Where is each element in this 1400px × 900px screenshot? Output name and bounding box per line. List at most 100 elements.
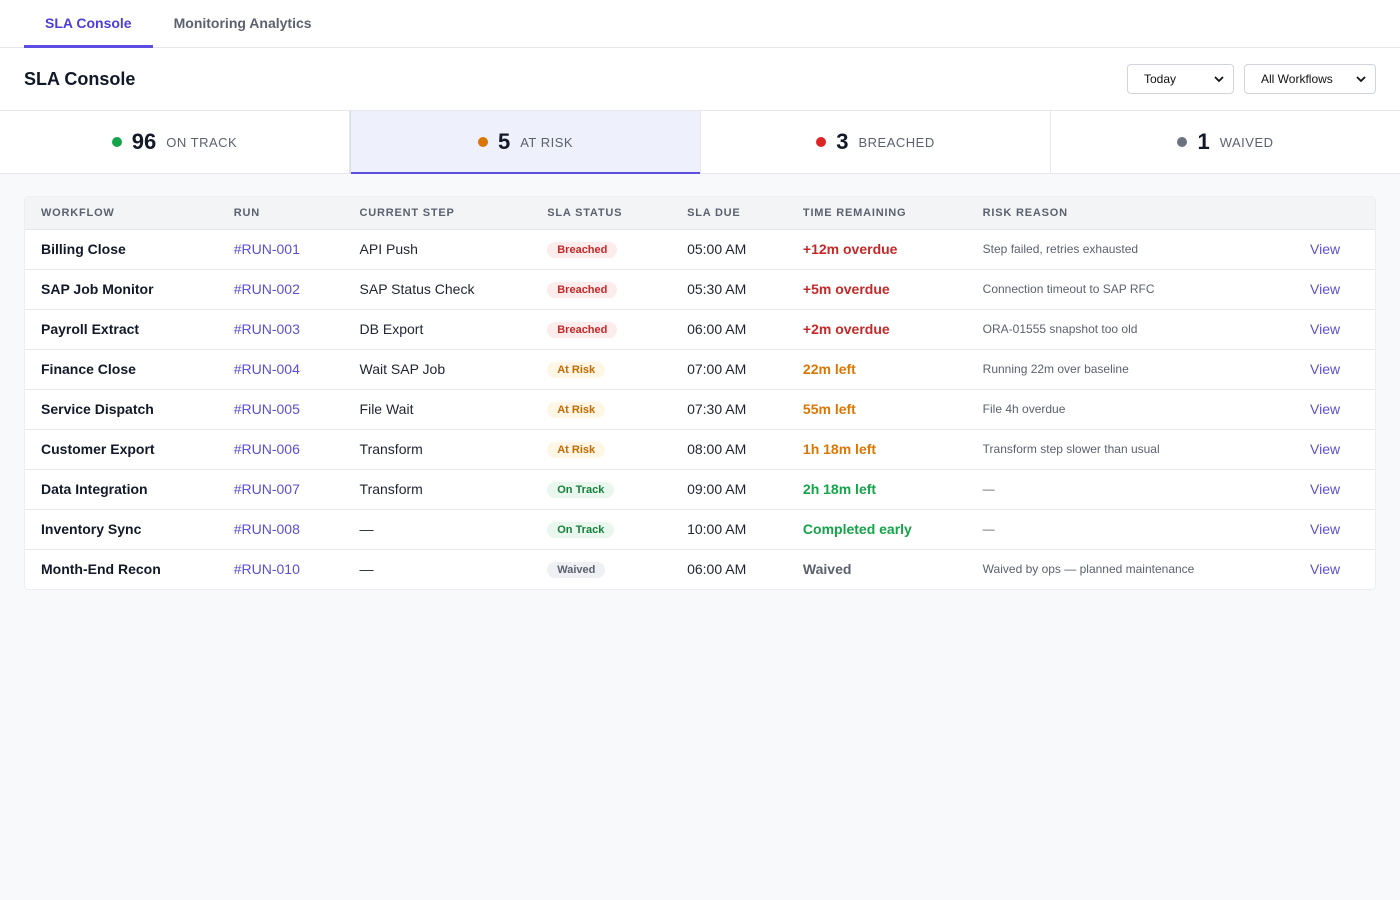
- cell-workflow: Service Dispatch: [25, 388, 218, 429]
- view-link[interactable]: View: [1294, 268, 1375, 309]
- sla-table: WORKFLOW RUN CURRENT STEP SLA STATUS SLA…: [25, 197, 1375, 589]
- stat-on-track[interactable]: 96 ON TRACK: [0, 111, 350, 173]
- cell-sla-status: Breached: [531, 308, 672, 349]
- view-link[interactable]: View: [1294, 308, 1375, 349]
- view-link[interactable]: View: [1294, 348, 1375, 389]
- stat-label: ON TRACK: [166, 134, 238, 150]
- view-link[interactable]: View: [1294, 228, 1375, 269]
- cell-sla-status: Waived: [531, 548, 672, 589]
- tab-sla-console[interactable]: SLA Console: [24, 0, 153, 48]
- status-badge: Breached: [547, 242, 618, 258]
- table-row[interactable]: Inventory Sync #RUN-008— On Track 10:00 AM C…: [25, 508, 1375, 549]
- run-link[interactable]: #RUN-006: [217, 428, 344, 469]
- top-nav: SLA Console Monitoring Analytics: [0, 0, 1400, 48]
- cell-workflow: Billing Close: [25, 228, 218, 269]
- view-link[interactable]: View: [1294, 468, 1375, 509]
- cell-sla-due: 07:00 AM: [671, 348, 787, 389]
- status-badge: At Risk: [547, 442, 606, 458]
- status-badge: At Risk: [547, 362, 606, 378]
- time-remaining-text: 22m left: [802, 361, 856, 377]
- date-filter-value: Today: [1144, 72, 1177, 86]
- run-link[interactable]: #RUN-007: [217, 468, 344, 509]
- cell-current-step: API Push: [343, 228, 532, 269]
- view-link[interactable]: View: [1294, 548, 1375, 589]
- stat-count: 1: [1197, 129, 1210, 154]
- run-link[interactable]: #RUN-010: [217, 548, 344, 589]
- tab-monitoring-analytics[interactable]: Monitoring Analytics: [173, 14, 312, 31]
- run-link[interactable]: #RUN-004: [217, 348, 344, 389]
- stat-breached[interactable]: 3 BREACHED: [701, 111, 1051, 173]
- view-link[interactable]: View: [1294, 388, 1375, 429]
- time-remaining-text: 2h 18m left: [802, 481, 877, 497]
- run-link[interactable]: #RUN-005: [217, 388, 344, 429]
- stat-at-risk[interactable]: 5 AT RISK: [350, 111, 701, 174]
- column-header-sla-due: SLA DUE: [687, 206, 741, 219]
- table-row[interactable]: Service Dispatch #RUN-005 File Wait At Risk…: [25, 388, 1375, 429]
- table-row[interactable]: Billing Close #RUN-001 API Push Breached 05:…: [25, 228, 1375, 269]
- stat-label: BREACHED: [858, 134, 935, 150]
- cell-current-step: —: [343, 508, 532, 549]
- workflow-filter-value: All Workflows: [1261, 72, 1333, 86]
- cell-risk-reason: Connection timeout to SAP RFC: [966, 268, 1295, 309]
- status-badge: On Track: [547, 522, 615, 538]
- time-remaining-text: +12m overdue: [802, 241, 898, 257]
- view-link[interactable]: View: [1294, 428, 1375, 469]
- cell-sla-status: Breached: [531, 228, 672, 269]
- status-badge: On Track: [547, 482, 615, 498]
- cell-current-step: Transform: [343, 428, 532, 469]
- cell-risk-reason: —: [966, 508, 1295, 549]
- cell-sla-due: 05:00 AM: [671, 228, 787, 269]
- table-row[interactable]: Month-End Recon #RUN-010— Waived 06:00 AM Wa…: [25, 548, 1375, 589]
- cell-sla-due: 10:00 AM: [671, 508, 787, 549]
- time-remaining-text: 1h 18m left: [802, 441, 877, 457]
- run-link[interactable]: #RUN-008: [217, 508, 344, 549]
- table-row[interactable]: Customer Export #RUN-006 Transform At Risk 0…: [25, 428, 1375, 469]
- workflow-filter-select[interactable]: All Workflows: [1244, 64, 1376, 94]
- table-row[interactable]: SAP Job Monitor #RUN-002 SAP Status Check B…: [25, 268, 1375, 309]
- cell-sla-status: On Track: [531, 468, 672, 509]
- cell-sla-status: At Risk: [531, 388, 672, 429]
- cell-time-remaining: +2m overdue: [786, 308, 967, 349]
- cell-time-remaining: Completed early: [786, 508, 967, 549]
- cell-current-step: SAP Status Check: [343, 268, 532, 309]
- status-dot-icon: [816, 137, 827, 147]
- cell-current-step: DB Export: [343, 308, 532, 349]
- column-header-sla-status: SLA STATUS: [547, 206, 623, 219]
- cell-workflow: Finance Close: [25, 348, 218, 389]
- cell-sla-due: 08:00 AM: [671, 428, 787, 469]
- cell-risk-reason: Transform step slower than usual: [966, 428, 1295, 469]
- table-row[interactable]: Data Integration #RUN-007 Transform On Trac…: [25, 468, 1375, 509]
- cell-time-remaining: +5m overdue: [786, 268, 967, 309]
- table-row[interactable]: Payroll Extract #RUN-003 DB Export Breached…: [25, 308, 1375, 349]
- cell-current-step: File Wait: [343, 388, 532, 429]
- cell-sla-status: Breached: [531, 268, 672, 309]
- run-link[interactable]: #RUN-003: [217, 308, 344, 349]
- cell-sla-status: On Track: [531, 508, 672, 549]
- column-header-run: RUN: [233, 206, 260, 219]
- run-link[interactable]: #RUN-001: [217, 228, 344, 269]
- cell-sla-due: 07:30 AM: [671, 388, 787, 429]
- stat-waived[interactable]: 1 WAIVED: [1051, 111, 1400, 173]
- page-header: SLA Console Today All Workflows: [0, 48, 1400, 111]
- cell-sla-status: At Risk: [531, 348, 672, 389]
- status-dot-icon: [111, 137, 122, 147]
- cell-current-step: —: [343, 548, 532, 589]
- view-link[interactable]: View: [1294, 508, 1375, 549]
- cell-sla-due: 06:00 AM: [671, 308, 787, 349]
- cell-current-step: Wait SAP Job: [343, 348, 532, 389]
- cell-time-remaining: 1h 18m left: [786, 428, 967, 469]
- stat-label: WAIVED: [1219, 134, 1274, 150]
- stat-count: 96: [131, 129, 157, 154]
- cell-time-remaining: 22m left: [786, 348, 967, 389]
- run-link[interactable]: #RUN-002: [217, 268, 344, 309]
- cell-sla-due: 09:00 AM: [671, 468, 787, 509]
- cell-workflow: SAP Job Monitor: [25, 268, 218, 309]
- time-remaining-text: +2m overdue: [802, 321, 890, 337]
- date-filter-select[interactable]: Today: [1127, 64, 1234, 94]
- cell-current-step: Transform: [343, 468, 532, 509]
- cell-time-remaining: 2h 18m left: [786, 468, 967, 509]
- table-row[interactable]: Finance Close #RUN-004 Wait SAP Job At Risk…: [25, 348, 1375, 389]
- filters: Today All Workflows: [1127, 64, 1376, 94]
- status-dot-icon: [1177, 137, 1188, 147]
- chevron-down-icon: [1214, 76, 1224, 83]
